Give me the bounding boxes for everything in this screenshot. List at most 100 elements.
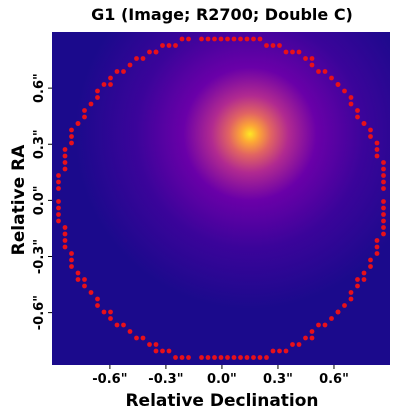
mask-dot (381, 218, 386, 224)
chart-title: G1 (Image; R2700; Double C) (91, 5, 353, 24)
mask-dot (381, 205, 386, 211)
mask-dot (75, 277, 81, 282)
mask-dot (238, 36, 243, 42)
mask-dot (95, 88, 100, 94)
mask-dot (355, 114, 360, 120)
mask-dot (205, 36, 211, 42)
mask-dot (69, 251, 74, 256)
mask-dot (309, 56, 315, 61)
image (52, 32, 390, 365)
mask-dot (88, 101, 94, 107)
x-tick-label: 0.6" (319, 372, 349, 387)
mask-dot (381, 186, 386, 191)
mask-dot (108, 82, 113, 87)
y-tick-label: 0.0" (32, 185, 47, 215)
y-tick-label: -0.3" (32, 239, 47, 274)
mask-dot (329, 75, 334, 81)
mask-dot (205, 355, 211, 360)
mask-dot (218, 36, 224, 42)
mask-dot (121, 322, 126, 328)
mask-dot (290, 49, 295, 55)
mask-dot (173, 355, 178, 360)
mask-dot (374, 251, 380, 256)
mask-dot (309, 329, 315, 334)
mask-dot (342, 303, 347, 308)
mask-dot (303, 335, 308, 341)
mask-dot (95, 296, 100, 302)
mask-dot (127, 62, 133, 68)
mask-dot (257, 355, 263, 360)
mask-dot (381, 166, 386, 172)
mask-dot (127, 329, 133, 334)
mask-dot (56, 218, 61, 224)
mask-dot (368, 127, 373, 133)
x-tick-label: 0.0" (207, 372, 237, 387)
mask-dot (82, 108, 87, 113)
mask-dot (95, 303, 100, 308)
mask-dot (329, 316, 334, 321)
mask-dot (225, 355, 230, 360)
mask-dot (56, 199, 61, 204)
mask-dot (368, 257, 373, 263)
mask-dot (114, 69, 120, 74)
mask-dot (153, 342, 159, 347)
mask-dot (374, 153, 380, 159)
mask-dot (374, 244, 380, 250)
mask-dot (69, 257, 74, 263)
mask-dot (218, 355, 224, 360)
mask-dot (166, 43, 172, 48)
mask-dot (62, 147, 68, 152)
mask-dot (62, 238, 68, 243)
mask-dot (355, 277, 360, 282)
x-tick-label: -0.3" (148, 372, 183, 387)
mask-dot (62, 244, 68, 250)
mask-dot (381, 231, 386, 237)
mask-dot (101, 309, 107, 315)
mask-dot (264, 43, 269, 48)
mask-dot (309, 62, 315, 68)
mask-dot (56, 212, 61, 217)
mask-dot (62, 153, 68, 159)
mask-dot (251, 36, 256, 42)
y-axis-label: Relative RA (9, 144, 29, 255)
y-tick-label: 0.3" (32, 129, 47, 159)
mask-dot (108, 316, 113, 321)
mask-dot (348, 101, 354, 107)
mask-dot (303, 56, 308, 61)
mask-dot (355, 108, 360, 113)
mask-dot (82, 277, 87, 282)
mask-dot (368, 264, 373, 269)
mask-dot (335, 82, 341, 87)
mask-dot (361, 270, 367, 276)
mask-dot (225, 36, 230, 42)
mask-dot (75, 270, 81, 276)
mask-dot (264, 355, 269, 360)
mask-dot (173, 43, 178, 48)
mask-dot (114, 322, 120, 328)
mask-dot (75, 121, 81, 126)
mask-dot (244, 355, 250, 360)
mask-dot (309, 335, 315, 341)
y-tick-label: 0.6" (32, 73, 47, 103)
mask-dot (186, 36, 191, 42)
mask-dot (56, 205, 61, 211)
mask-dot (335, 309, 341, 315)
mask-dot (121, 69, 126, 74)
mask-dot (160, 348, 165, 354)
mask-dot (381, 199, 386, 204)
mask-dot (82, 114, 87, 120)
mask-dot (368, 134, 373, 139)
mask-dot (361, 277, 367, 282)
mask-dot (140, 335, 146, 341)
mask-dot (257, 36, 263, 42)
mask-dot (244, 36, 250, 42)
mask-dot (316, 322, 321, 328)
mask-dot (277, 348, 282, 354)
mask-dot (147, 342, 152, 347)
mask-dot (140, 56, 146, 61)
mask-dot (56, 179, 61, 185)
mask-dot (348, 296, 354, 302)
mask-dot (238, 355, 243, 360)
mask-dot (88, 290, 94, 295)
mask-dot (199, 36, 204, 42)
